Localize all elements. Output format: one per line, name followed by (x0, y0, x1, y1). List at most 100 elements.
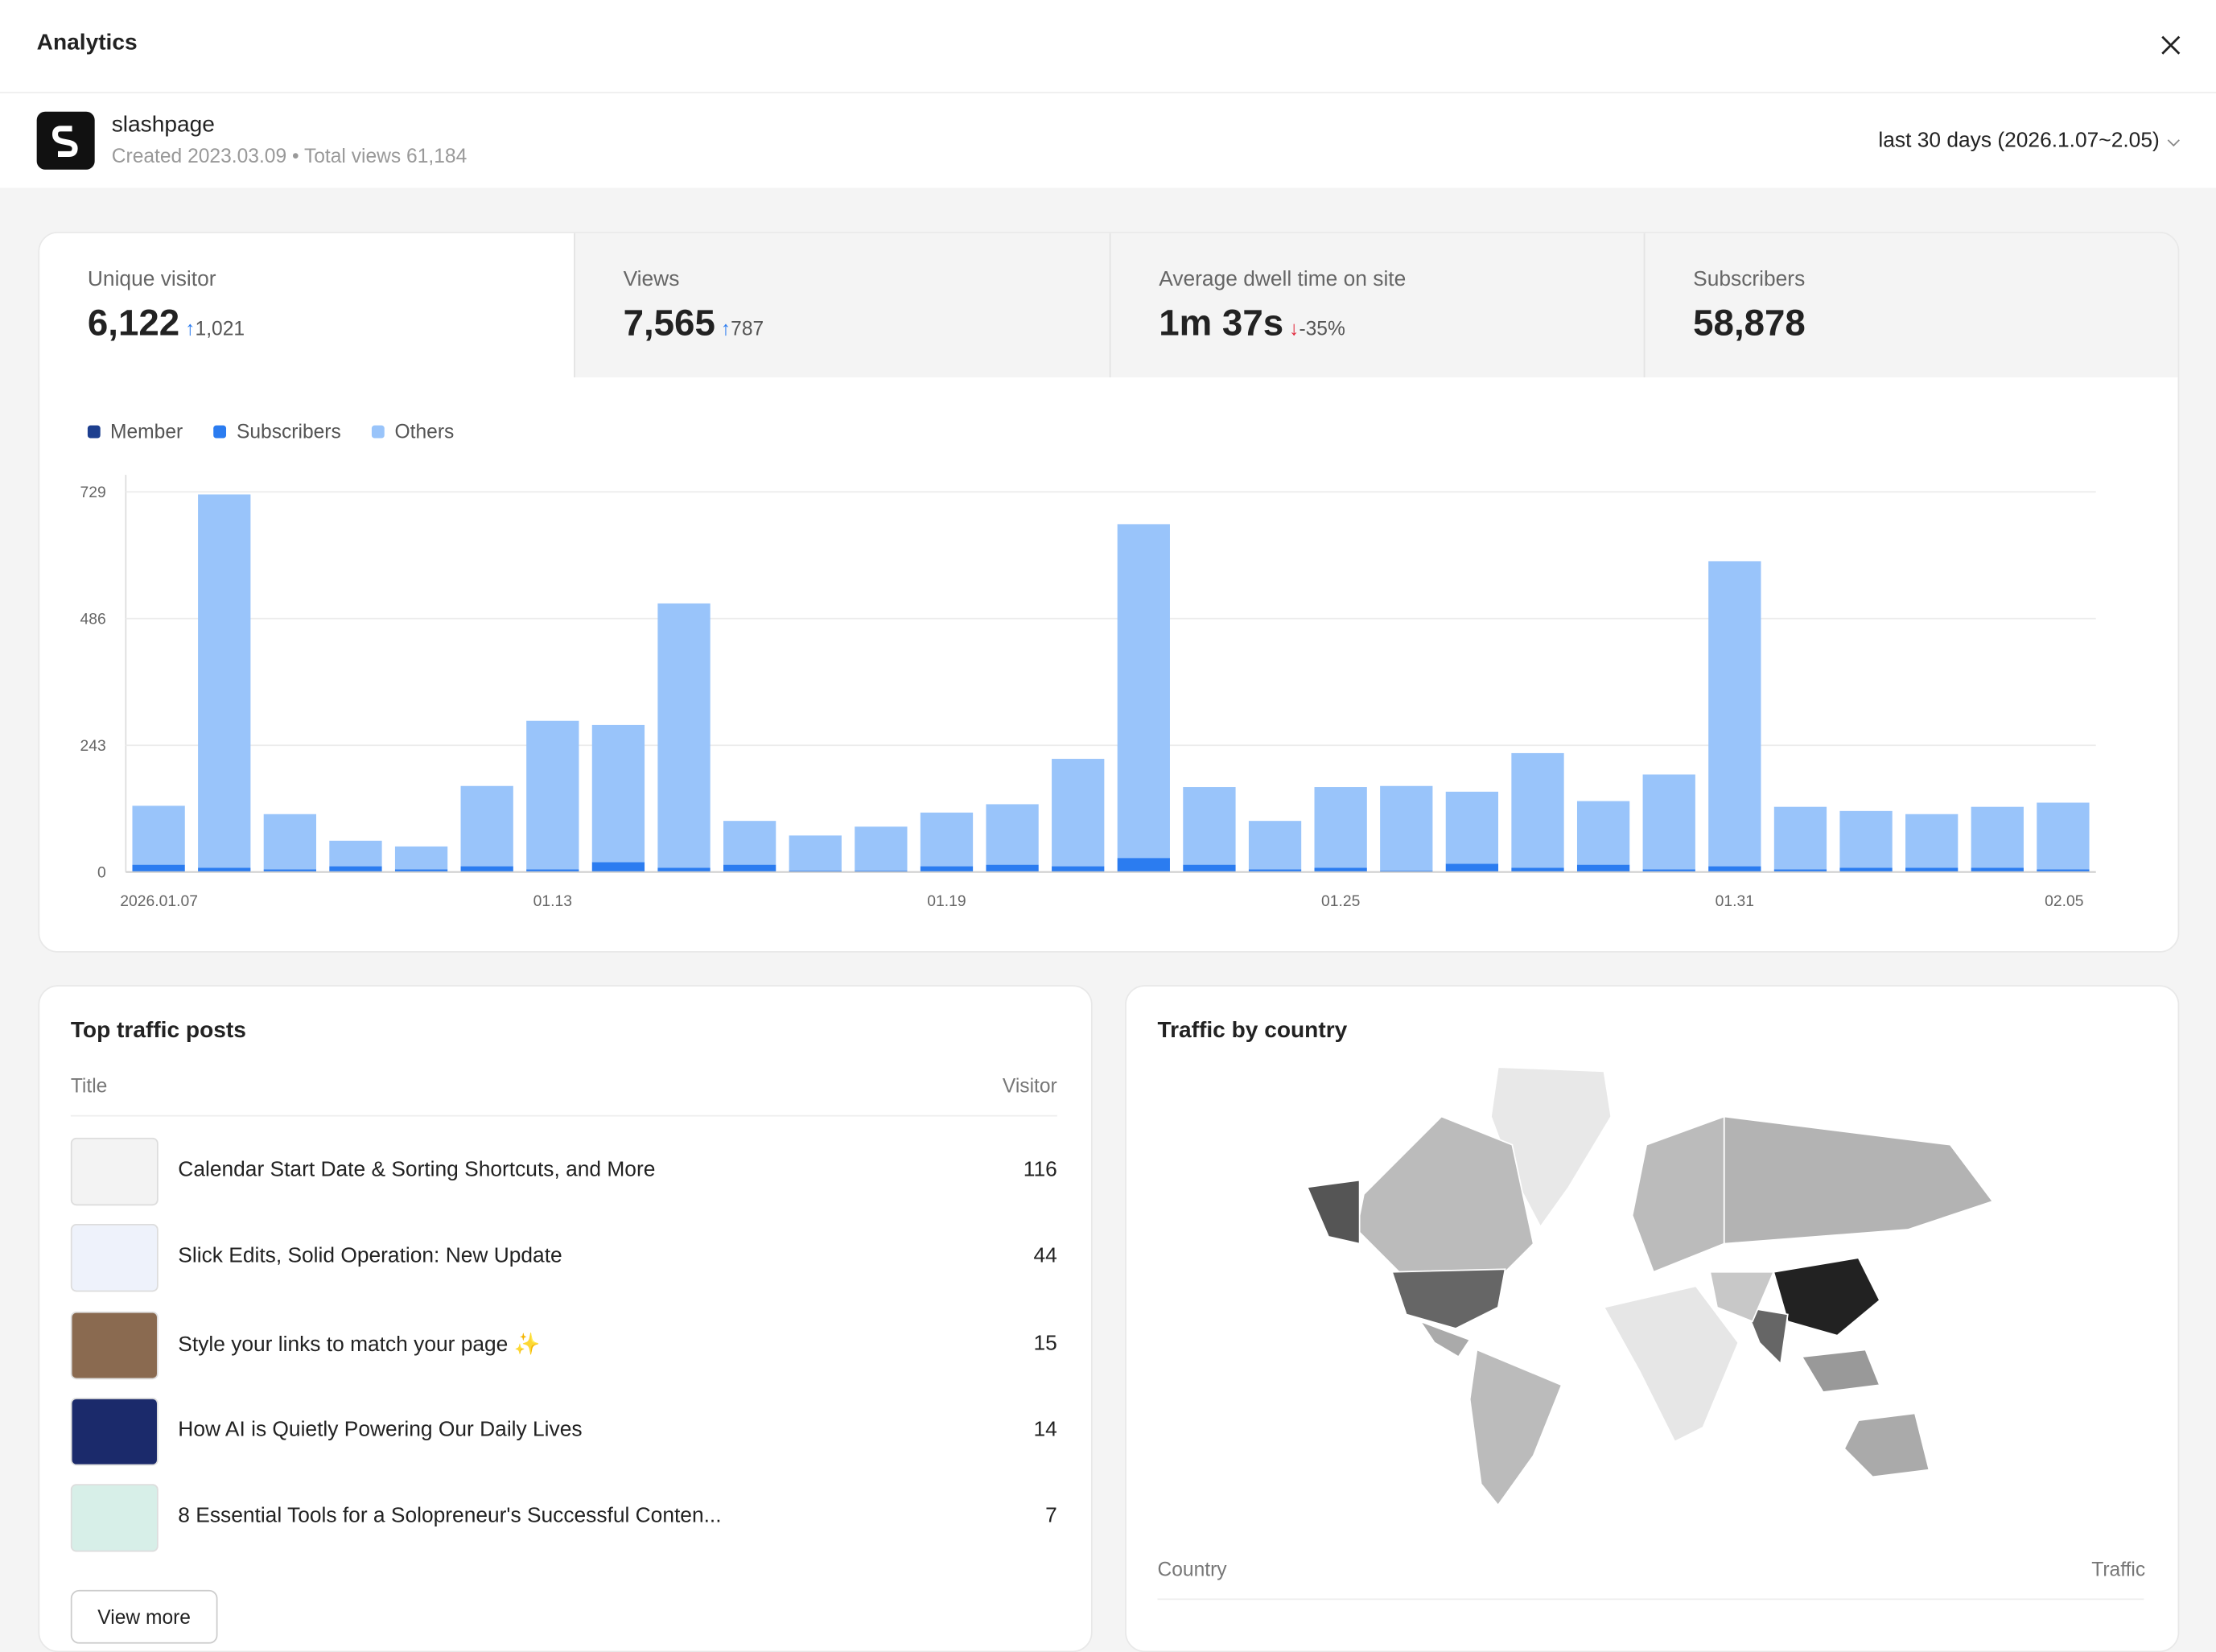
bar-segment (986, 864, 1039, 872)
bar-segment (1314, 787, 1367, 868)
stat-label: Unique visitor (87, 266, 216, 291)
bar-segment (329, 840, 382, 867)
bar-segment (1445, 791, 1499, 864)
post-visitors: 44 (1033, 1244, 1057, 1268)
bar-segment (460, 785, 513, 867)
bar-segment (132, 864, 185, 872)
bar-segment (1773, 806, 1827, 870)
thumbnail (70, 1397, 159, 1466)
bar-segment (789, 835, 842, 871)
y-tick-label: 729 (80, 484, 105, 501)
bar-segment (1642, 774, 1695, 870)
chart: 0 243 486 729 2026.01.07 01.13 01.19 01.25 01.31… (80, 475, 2096, 910)
post-title: Calendar Start Date & Sorting Shortcuts,… (178, 1157, 656, 1182)
bar-segment (132, 805, 185, 865)
bar-segment (1380, 870, 1433, 872)
thumbnail (70, 1137, 159, 1206)
column-header: Traffic (2091, 1557, 2146, 1580)
stat-value: 58,878 (1693, 301, 1806, 344)
stat[interactable]: Unique visitor 6,122 ↑1,021 (39, 233, 575, 377)
bar-segment (789, 870, 842, 872)
legend-swatch (213, 425, 227, 439)
post-row[interactable]: Slick Edits, Solid Operation: New Update… (70, 1224, 1057, 1292)
country-title: Traffic by country (1157, 1019, 1348, 1044)
bar-segment (329, 866, 382, 872)
post-visitors: 7 (1045, 1504, 1057, 1528)
dropdown-icon[interactable] (2165, 136, 2182, 150)
legend-item[interactable]: Member (87, 420, 183, 443)
bar-segment (1708, 866, 1761, 872)
site-logo (36, 111, 95, 170)
legend-label: Others (394, 419, 455, 443)
legend-item[interactable]: Subscribers (213, 419, 341, 443)
bar-segment (1052, 866, 1105, 872)
stat[interactable]: Average dwell time on site 1m 37s ↓-35% (1109, 233, 1646, 377)
thumbnail (70, 1311, 159, 1379)
post-row[interactable]: 8 Essential Tools for a Solopreneur's Su… (70, 1484, 1057, 1552)
post-row[interactable]: How AI is Quietly Powering Our Daily Liv… (70, 1397, 1057, 1466)
bar-segment (198, 494, 251, 868)
value: 7,565 (623, 301, 715, 344)
x-tick-label: 01.19 (927, 893, 966, 910)
bar-segment (198, 867, 251, 872)
bar-segment (1117, 858, 1170, 872)
bar-segment (263, 814, 316, 870)
view-more-button[interactable]: View more (70, 1589, 218, 1644)
bar-segment (263, 869, 316, 872)
stat[interactable]: Views 7,565 ↑787 (574, 233, 1110, 377)
legend-item[interactable]: Others (372, 420, 454, 443)
x-tick-label: 01.13 (533, 893, 572, 910)
bar-segment (1905, 814, 1959, 868)
post-visitors: 14 (1033, 1417, 1057, 1442)
value: 58,878 (1693, 301, 1806, 344)
change: -35% (1299, 316, 1345, 340)
thumbnail (70, 1484, 159, 1552)
bar-segment (2037, 869, 2090, 872)
title: Analytics (36, 31, 138, 56)
range-select[interactable]: last 30 days (2026.1.07~2.05) (1878, 128, 2160, 153)
thumbnail (70, 1224, 159, 1292)
posts-title: Top traffic posts (70, 1019, 246, 1044)
value: 6,122 (87, 301, 180, 344)
bar-segment (460, 866, 513, 872)
world-map (1306, 1066, 1994, 1506)
close-button[interactable] (2158, 32, 2184, 58)
post-row[interactable]: Style your links to match your page ✨ 15 (70, 1311, 1057, 1379)
post-visitors: 116 (1023, 1157, 1057, 1182)
legend-swatch (87, 425, 101, 439)
bar-segment (1839, 867, 1893, 872)
legend: Member Subscribers Others (87, 419, 485, 443)
bar-segment (1839, 810, 1893, 868)
bar-segment (986, 804, 1039, 865)
bar-segment (1511, 867, 1564, 872)
bar-segment (723, 864, 776, 872)
bar-segment (1511, 752, 1564, 868)
bar-segment (1708, 561, 1761, 867)
stat-value: 1m 37s ↓-35% (1159, 301, 1345, 344)
site-meta: Created 2023.03.09 • Total views 61,184 (111, 144, 468, 167)
column-header: Visitor (1002, 1073, 1057, 1097)
stat-value: 6,122 ↑1,021 (87, 301, 245, 344)
x-tick-label: 2026.01.07 (120, 893, 198, 910)
bar-segment (1445, 863, 1499, 872)
stat-label: Average dwell time on site (1159, 266, 1407, 291)
bar-segment (723, 821, 776, 865)
x-tick-label: 01.25 (1321, 893, 1360, 910)
post-row[interactable]: Calendar Start Date & Sorting Shortcuts,… (70, 1137, 1057, 1206)
bar-segment (1314, 867, 1367, 872)
bar-segment (591, 862, 645, 872)
bar-segment (920, 812, 974, 867)
column-header: Title (70, 1073, 108, 1097)
stat[interactable]: Subscribers 58,878 (1643, 233, 2178, 377)
bar-segment (657, 603, 711, 868)
x-tick-label: 02.05 (2045, 893, 2083, 910)
stat-value: 7,565 ↑787 (623, 301, 764, 344)
bar-segment (2037, 802, 2090, 870)
legend-label: Subscribers (236, 419, 341, 443)
post-visitors: 15 (1033, 1330, 1057, 1355)
bar-segment (1183, 787, 1236, 865)
divider (0, 92, 2216, 93)
value: 1m 37s (1159, 301, 1284, 344)
